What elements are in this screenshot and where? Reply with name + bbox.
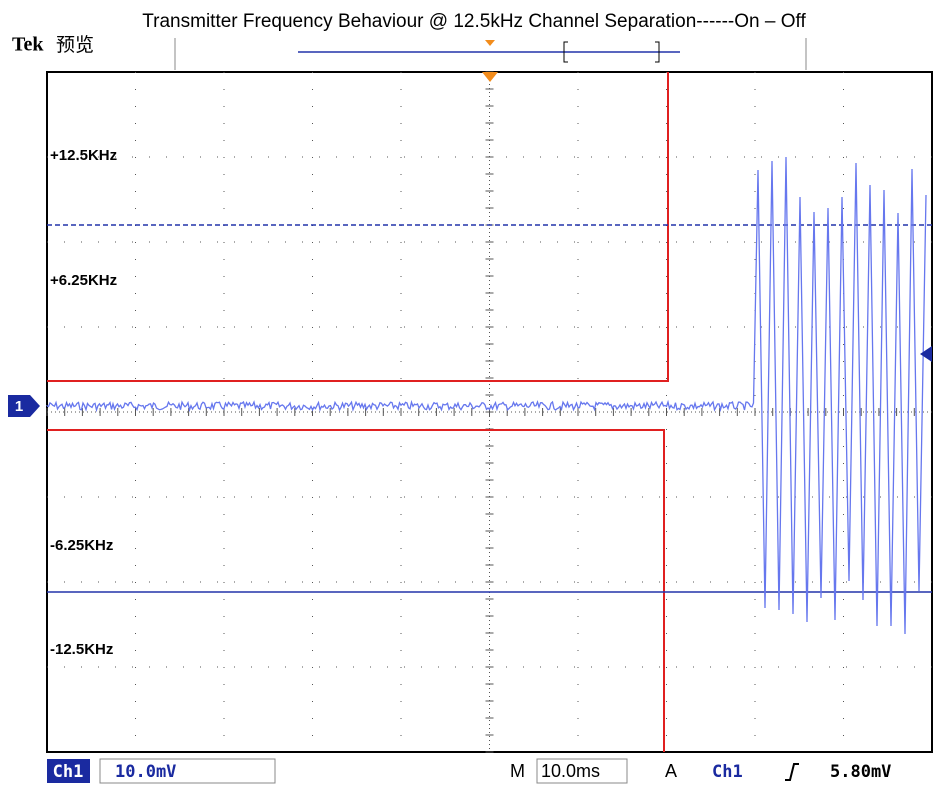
level-label: -6.25KHz [50, 537, 113, 554]
brand: Tek [12, 34, 44, 56]
waveform [46, 156, 927, 635]
time-scale: 10.0ms [541, 761, 600, 781]
trigger-channel: Ch1 [712, 762, 743, 782]
level-label: -12.5KHz [50, 641, 113, 658]
time-prefix: M [510, 761, 525, 781]
mask-lower [47, 429, 665, 752]
trigger-pos [485, 40, 495, 46]
view-bracket [563, 41, 660, 63]
channel-marker-box [8, 395, 40, 417]
channel: Ch1 [53, 762, 84, 782]
trigger-marker [482, 72, 498, 82]
mask-upper [47, 72, 669, 382]
scale: 10.0mV [115, 762, 176, 782]
scale-box [99, 758, 276, 784]
level-label: +6.25KHz [50, 272, 117, 289]
grid [46, 71, 932, 753]
channel-box [47, 759, 90, 783]
trigger-mode: A [665, 761, 677, 781]
trigger-slope [785, 763, 799, 781]
trigger-level-marker [920, 346, 932, 362]
mode: 预览 [56, 34, 94, 56]
title: Transmitter Frequency Behaviour @ 12.5kH… [142, 11, 806, 32]
channel-marker: 1 [15, 398, 23, 415]
level-label: +12.5KHz [50, 147, 117, 164]
time-box [536, 758, 628, 784]
trigger-level: 5.80mV [830, 762, 891, 782]
